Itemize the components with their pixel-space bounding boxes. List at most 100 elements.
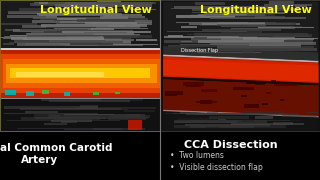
Bar bbox=[46, 15, 57, 17]
Bar bbox=[10, 68, 150, 78]
Bar bbox=[244, 104, 259, 107]
Bar bbox=[219, 36, 232, 37]
Bar bbox=[184, 40, 221, 42]
Bar bbox=[42, 35, 152, 38]
Bar bbox=[3, 59, 160, 88]
Bar bbox=[204, 41, 276, 43]
Bar bbox=[13, 40, 123, 43]
Bar bbox=[65, 44, 143, 46]
Bar bbox=[128, 120, 142, 130]
Bar bbox=[108, 25, 125, 27]
Bar bbox=[4, 36, 27, 37]
Polygon shape bbox=[163, 55, 318, 117]
Bar bbox=[207, 112, 218, 113]
Bar bbox=[27, 33, 134, 35]
Bar bbox=[233, 87, 254, 90]
Bar bbox=[30, 3, 102, 6]
Bar bbox=[31, 31, 70, 34]
Bar bbox=[0, 0, 160, 49]
Bar bbox=[0, 54, 160, 93]
Bar bbox=[40, 18, 148, 20]
Polygon shape bbox=[163, 79, 318, 116]
Bar bbox=[246, 82, 266, 84]
Bar bbox=[4, 106, 98, 109]
Bar bbox=[187, 34, 258, 35]
Bar bbox=[82, 36, 108, 37]
Bar bbox=[70, 98, 143, 101]
Bar bbox=[231, 123, 304, 125]
Bar bbox=[48, 114, 140, 117]
Bar bbox=[65, 2, 96, 5]
Bar bbox=[54, 119, 91, 121]
Bar bbox=[273, 122, 293, 125]
Bar bbox=[48, 2, 156, 4]
Bar bbox=[195, 2, 225, 5]
Bar bbox=[32, 20, 152, 23]
Bar bbox=[41, 99, 101, 101]
Bar bbox=[160, 0, 320, 131]
Bar bbox=[243, 38, 314, 40]
Bar bbox=[54, 19, 134, 21]
Bar bbox=[221, 37, 269, 40]
Bar bbox=[174, 125, 205, 128]
Bar bbox=[39, 15, 142, 16]
Bar bbox=[68, 114, 145, 117]
Bar bbox=[218, 119, 226, 120]
Bar bbox=[13, 29, 57, 32]
Bar bbox=[36, 117, 106, 119]
Bar bbox=[6, 64, 157, 83]
Bar bbox=[167, 31, 247, 32]
Bar bbox=[11, 37, 104, 40]
Polygon shape bbox=[163, 110, 318, 118]
Bar bbox=[27, 35, 139, 39]
Bar bbox=[93, 128, 145, 130]
Bar bbox=[210, 17, 306, 19]
Bar bbox=[9, 42, 102, 43]
Bar bbox=[186, 49, 302, 51]
Bar bbox=[201, 89, 217, 92]
Bar bbox=[259, 27, 314, 28]
Bar bbox=[192, 9, 248, 11]
Bar bbox=[212, 14, 247, 16]
Bar bbox=[225, 40, 313, 42]
Bar bbox=[34, 114, 126, 117]
Bar bbox=[160, 0, 320, 131]
Bar bbox=[191, 14, 275, 17]
Bar bbox=[198, 40, 284, 43]
Polygon shape bbox=[163, 2, 318, 61]
Bar bbox=[206, 14, 265, 16]
Bar bbox=[167, 35, 183, 37]
Text: •  Visible dissection flap: • Visible dissection flap bbox=[170, 163, 262, 172]
Bar bbox=[52, 25, 130, 27]
Bar bbox=[57, 18, 86, 20]
Bar bbox=[42, 33, 140, 36]
Bar bbox=[204, 37, 295, 39]
Bar bbox=[66, 35, 103, 39]
Bar bbox=[186, 85, 201, 87]
Bar bbox=[255, 116, 273, 119]
Bar bbox=[190, 125, 254, 128]
Bar bbox=[93, 92, 99, 95]
Bar bbox=[282, 115, 317, 117]
Bar bbox=[75, 6, 105, 9]
Bar bbox=[242, 111, 284, 114]
Bar bbox=[55, 4, 152, 7]
Polygon shape bbox=[163, 57, 318, 84]
Bar bbox=[41, 24, 147, 27]
Bar bbox=[100, 16, 128, 19]
Bar bbox=[249, 43, 301, 46]
Bar bbox=[4, 37, 75, 39]
Polygon shape bbox=[163, 59, 318, 82]
Polygon shape bbox=[163, 111, 318, 131]
Bar bbox=[196, 113, 299, 115]
Polygon shape bbox=[163, 54, 318, 62]
Bar bbox=[266, 92, 271, 94]
Bar bbox=[49, 115, 150, 118]
Bar bbox=[231, 28, 295, 29]
Bar bbox=[236, 11, 258, 13]
Bar bbox=[54, 28, 148, 29]
Bar bbox=[4, 36, 99, 37]
Bar bbox=[140, 40, 158, 41]
Bar bbox=[183, 82, 204, 86]
Bar bbox=[271, 80, 276, 82]
